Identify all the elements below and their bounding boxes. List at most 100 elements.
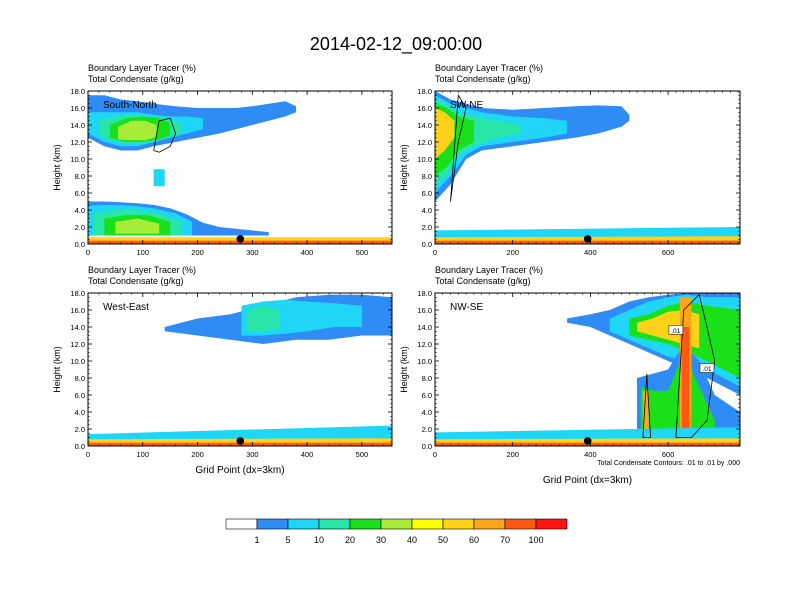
x-tick-label: 500	[356, 450, 369, 459]
panel-west-east: Boundary Layer Tracer (%)Total Condensat…	[52, 265, 393, 476]
y-tick-label: 2.0	[75, 223, 85, 232]
panels-group: Boundary Layer Tracer (%)Total Condensat…	[52, 63, 741, 486]
y-tick-label: 4.0	[422, 206, 432, 215]
x-tick-label: 400	[584, 450, 597, 459]
y-tick-label: 8.0	[75, 374, 85, 383]
tracer-layer-10	[246, 305, 280, 332]
location-marker	[583, 235, 592, 243]
tracer-layer-30	[118, 120, 157, 141]
x-axis-title: Grid Point (dx=3km)	[195, 465, 284, 476]
condensate-contour	[450, 94, 467, 202]
colorbar: 1 5 10 20 30 40 50 60 70 100	[225, 518, 568, 545]
contour-label: .01	[671, 328, 680, 335]
panel-sw-ne: Boundary Layer Tracer (%)Total Condensat…	[399, 63, 741, 257]
x-tick-label: 0	[86, 248, 90, 257]
y-tick-label: 2.0	[422, 425, 432, 434]
y-tick-label: 16.0	[417, 306, 432, 315]
y-tick-label: 14.0	[417, 121, 432, 130]
panel-title-condensate: Total Condensate (g/kg)	[435, 276, 531, 286]
x-tick-label: 300	[246, 248, 259, 257]
y-axis-title: Height (km)	[399, 346, 409, 393]
y-axis-title: Height (km)	[399, 144, 409, 191]
panel-title-condensate: Total Condensate (g/kg)	[88, 74, 184, 84]
x-tick-label: 100	[137, 248, 150, 257]
colorbar-swatch	[504, 518, 537, 530]
filled-layers	[435, 91, 740, 244]
location-marker	[236, 235, 245, 243]
tracer-layer-30	[115, 218, 160, 234]
y-tick-label: 6.0	[75, 391, 85, 400]
contour-label-box	[699, 363, 715, 373]
y-tick-label: 14.0	[70, 121, 85, 130]
y-tick-label: 14.0	[70, 323, 85, 332]
colorbar-label: 60	[469, 535, 479, 545]
y-tick-label: 0.0	[422, 442, 432, 451]
page-title: 2014-02-12_09:00:00	[310, 34, 482, 55]
x-tick-label: 200	[191, 450, 204, 459]
location-marker	[583, 437, 592, 445]
x-tick-label: 400	[301, 248, 314, 257]
condensate-contour	[642, 373, 652, 438]
tracer-layer-20	[640, 352, 715, 438]
panel-nw-se: Boundary Layer Tracer (%)Total Condensat…	[399, 265, 741, 486]
y-tick-label: 14.0	[417, 323, 432, 332]
colorbar-label: 40	[407, 535, 417, 545]
colorbar-swatch	[225, 518, 258, 530]
y-tick-label: 12.0	[417, 138, 432, 147]
y-tick-label: 4.0	[75, 408, 85, 417]
colorbar-swatch	[473, 518, 506, 530]
x-tick-label: 600	[662, 248, 675, 257]
colorbar-swatch	[442, 518, 475, 530]
tracer-layer-70	[681, 327, 690, 438]
colorbar-label: 5	[285, 535, 290, 545]
condensate-contour	[675, 293, 716, 438]
colorbar-swatch	[411, 518, 444, 530]
panel-label: West-East	[103, 302, 149, 313]
colorbar-label: 100	[528, 535, 543, 545]
colorbar-label: 30	[376, 535, 386, 545]
y-tick-label: 12.0	[70, 340, 85, 349]
panel-label: NW-SE	[450, 302, 483, 313]
filled-layers: .01 .01	[435, 293, 740, 446]
y-tick-label: 6.0	[75, 189, 85, 198]
tracer-layer-50	[435, 108, 455, 159]
y-tick-label: 12.0	[417, 340, 432, 349]
x-tick-label: 300	[246, 450, 259, 459]
x-tick-label: 0	[86, 450, 90, 459]
y-tick-label: 2.0	[75, 425, 85, 434]
y-tick-label: 0.0	[75, 240, 85, 249]
x-tick-label: 100	[137, 450, 150, 459]
y-tick-label: 18.0	[70, 289, 85, 298]
tracer-layer-5	[153, 169, 165, 187]
colorbar-swatch	[318, 518, 351, 530]
x-tick-label: 200	[506, 450, 519, 459]
panel-title-tracer: Boundary Layer Tracer (%)	[435, 63, 543, 73]
location-marker	[236, 437, 245, 445]
y-tick-label: 4.0	[422, 408, 432, 417]
y-tick-label: 4.0	[75, 206, 85, 215]
x-axis-title: Grid Point (dx=3km)	[543, 475, 632, 486]
x-tick-label: 500	[356, 248, 369, 257]
colorbar-swatch	[380, 518, 413, 530]
colorbar-label: 10	[314, 535, 324, 545]
y-tick-label: 18.0	[417, 87, 432, 96]
panel-label: SW-NE	[450, 100, 483, 111]
y-tick-label: 8.0	[422, 172, 432, 181]
colorbar-swatch	[287, 518, 320, 530]
x-tick-label: 0	[433, 248, 437, 257]
y-tick-label: 0.0	[422, 240, 432, 249]
contour-label: .01	[702, 366, 711, 373]
y-tick-label: 16.0	[417, 104, 432, 113]
y-tick-label: 16.0	[70, 306, 85, 315]
x-tick-label: 200	[506, 248, 519, 257]
panel-label: South-North	[103, 100, 157, 111]
tracer-layer-60	[642, 390, 649, 438]
y-axis-title: Height (km)	[52, 346, 62, 393]
y-tick-label: 18.0	[70, 87, 85, 96]
x-tick-label: 600	[662, 450, 675, 459]
panel-title-condensate: Total Condensate (g/kg)	[435, 74, 531, 84]
y-tick-label: 2.0	[422, 223, 432, 232]
filled-layers	[88, 95, 392, 244]
x-tick-label: 200	[191, 248, 204, 257]
